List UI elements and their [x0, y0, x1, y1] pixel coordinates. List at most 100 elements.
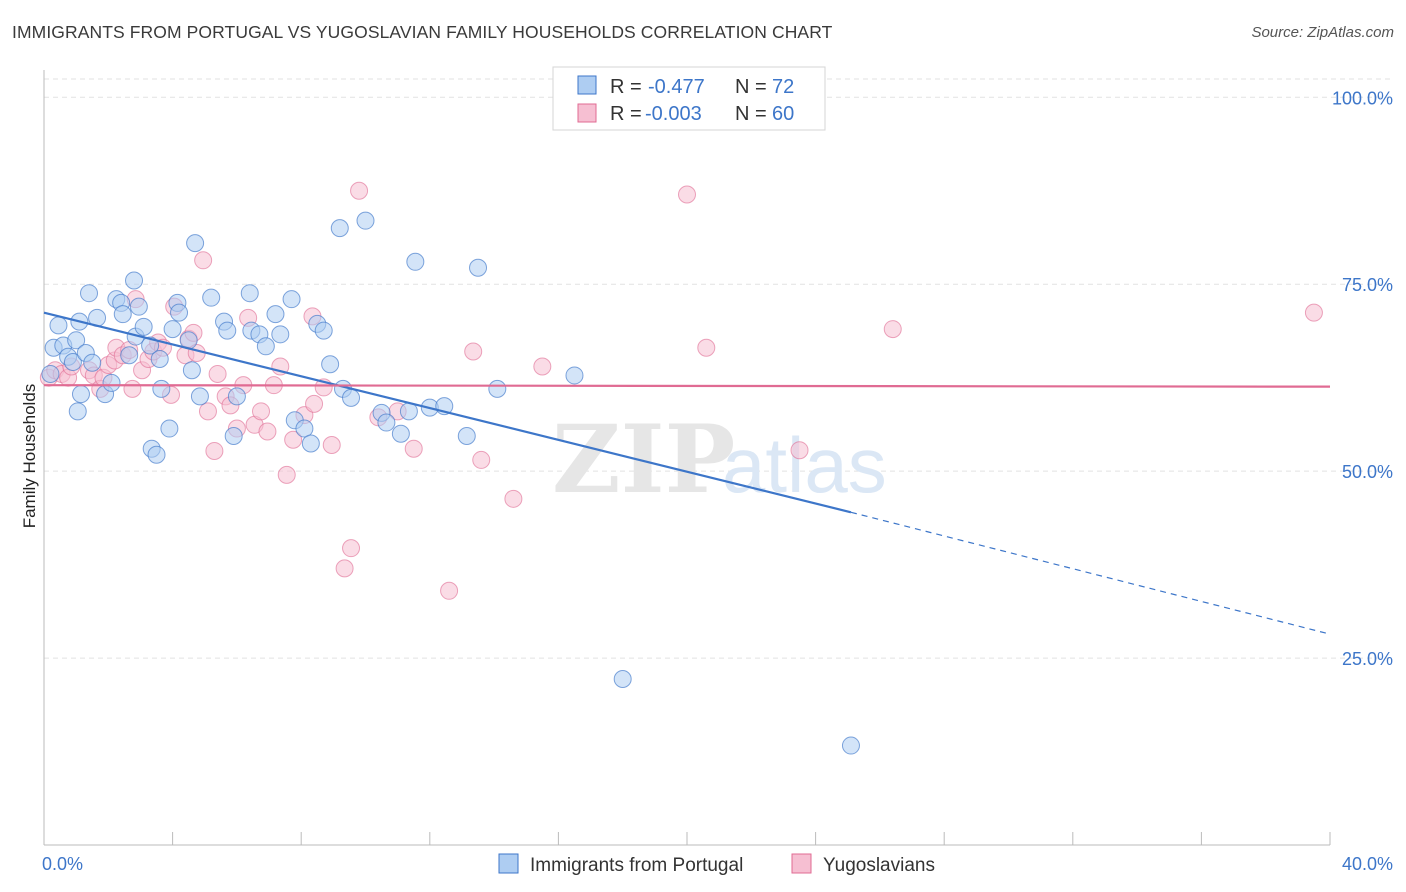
data-point-yugoslavians — [342, 539, 361, 558]
data-point-portugal — [406, 252, 425, 271]
data-point-portugal — [120, 346, 139, 365]
legend-n-label-2: N = — [735, 103, 767, 125]
data-point-portugal — [356, 211, 375, 230]
data-point-yugoslavians — [464, 342, 483, 361]
stats-legend-box — [552, 66, 826, 131]
data-point-portugal — [102, 373, 121, 392]
data-point-yugoslavians — [322, 435, 341, 454]
data-point-portugal — [282, 290, 301, 309]
data-point-portugal — [391, 424, 410, 443]
data-point-portugal — [266, 305, 285, 324]
data-point-yugoslavians — [472, 450, 491, 469]
grid-lines — [44, 78, 1393, 659]
y-tick-label: 100.0% — [1332, 88, 1393, 108]
watermark-atlas: atlas — [722, 421, 887, 509]
trend-lines — [43, 311, 1331, 635]
data-point-portugal — [342, 388, 361, 407]
y-tick-label: 75.0% — [1342, 275, 1393, 295]
data-point-yugoslavians — [194, 251, 213, 270]
x-tick-labels: 0.0% 40.0% — [42, 854, 1393, 874]
data-point-portugal — [330, 219, 349, 238]
data-point-yugoslavians — [335, 559, 354, 578]
legend-swatch-portugal — [577, 75, 597, 95]
bottom-legend-label-portugal: Immigrants from Portugal — [530, 855, 743, 876]
data-point-portugal — [457, 427, 476, 446]
data-point-portugal — [256, 337, 275, 356]
chart-title: IMMIGRANTS FROM PORTUGAL VS YUGOSLAVIAN … — [12, 22, 833, 42]
data-point-portugal — [150, 349, 169, 368]
data-point-portugal — [613, 670, 632, 689]
trend-line-portugal-extension — [850, 511, 1331, 635]
x-tick-label: 0.0% — [42, 854, 83, 874]
data-point-yugoslavians — [205, 441, 224, 460]
data-point-yugoslavians — [404, 439, 423, 458]
legend-r-label-2: R = — [610, 103, 642, 125]
data-point-portugal — [49, 316, 68, 335]
data-point-portugal — [141, 336, 160, 355]
data-point-portugal — [186, 234, 205, 253]
data-point-portugal — [41, 364, 60, 383]
data-point-portugal — [67, 331, 86, 350]
y-tick-label: 25.0% — [1342, 649, 1393, 669]
bottom-legend-label-yugoslavians: Yugoslavians — [823, 855, 935, 876]
legend-r-value-2: -0.003 — [645, 103, 702, 125]
data-point-yugoslavians — [697, 338, 716, 357]
bottom-legend-swatch-yugoslavians — [791, 853, 812, 874]
data-point-portugal — [170, 303, 189, 322]
data-point-portugal — [841, 736, 860, 755]
data-point-portugal — [218, 321, 237, 340]
data-point-yugoslavians — [277, 465, 296, 484]
data-point-portugal — [271, 325, 290, 344]
data-point-portugal — [190, 387, 209, 406]
data-point-portugal — [68, 402, 87, 421]
data-point-portugal — [314, 321, 333, 340]
legend-r-value-1: -0.477 — [648, 76, 705, 98]
data-point-yugoslavians — [258, 422, 277, 441]
data-point-yugoslavians — [305, 394, 324, 413]
data-point-portugal — [488, 379, 507, 398]
data-point-yugoslavians — [350, 181, 369, 200]
data-point-yugoslavians — [883, 320, 902, 339]
data-point-portugal — [377, 413, 396, 432]
legend-r-label-1: R = — [610, 76, 642, 98]
data-point-portugal — [469, 258, 488, 277]
axes — [43, 70, 1331, 846]
data-point-portugal — [301, 434, 320, 453]
data-point-portugal — [63, 352, 82, 371]
data-point-portugal — [152, 379, 171, 398]
data-point-yugoslavians — [678, 185, 696, 204]
data-point-portugal — [125, 271, 144, 290]
data-point-yugoslavians — [790, 441, 809, 460]
trend-line-yugoslavians — [43, 384, 1331, 388]
data-point-portugal — [565, 366, 584, 385]
source-label: Source: ZipAtlas.com — [1251, 24, 1394, 41]
data-point-portugal — [202, 288, 221, 307]
data-point-yugoslavians — [440, 581, 459, 600]
watermark: ZIP atlas — [552, 405, 887, 515]
y-axis-title: Family Households — [20, 384, 39, 529]
data-point-portugal — [227, 387, 246, 406]
data-point-portugal — [71, 385, 90, 404]
data-point-yugoslavians — [504, 489, 523, 508]
data-point-portugal — [134, 317, 153, 336]
x-tick-label: 40.0% — [1342, 854, 1393, 874]
data-point-portugal — [129, 297, 148, 316]
stats-legend: R = -0.477 N = 72 R = -0.003 N = 60 — [552, 66, 826, 131]
legend-swatch-yugoslavians — [577, 103, 597, 123]
y-tick-labels: 25.0% 50.0% 75.0% 100.0% — [1332, 88, 1393, 669]
data-point-portugal — [147, 445, 166, 464]
data-point-portugal — [240, 284, 259, 303]
y-tick-label: 50.0% — [1342, 462, 1393, 482]
bottom-legend-swatch-portugal — [498, 853, 519, 874]
trend-line-portugal — [43, 311, 852, 514]
data-point-yugoslavians — [123, 379, 142, 398]
data-point-portugal — [83, 353, 102, 372]
data-point-yugoslavians — [284, 430, 303, 449]
legend-n-value-1: 72 — [772, 76, 794, 98]
data-point-portugal — [321, 355, 340, 374]
data-point-portugal — [163, 320, 182, 339]
data-point-portugal — [224, 427, 243, 446]
data-point-portugal — [295, 419, 314, 438]
data-point-portugal — [80, 284, 99, 303]
